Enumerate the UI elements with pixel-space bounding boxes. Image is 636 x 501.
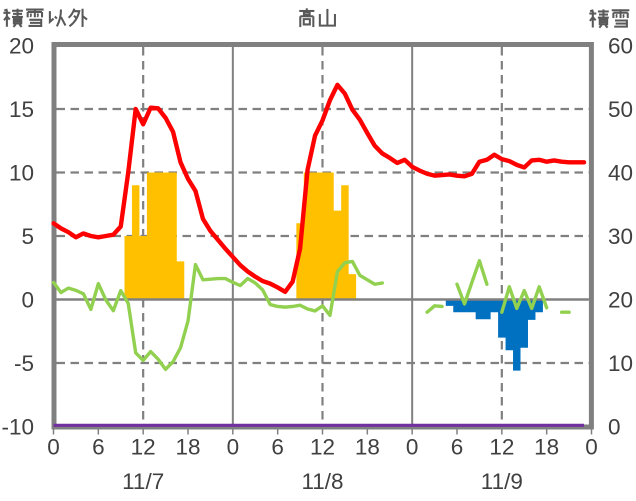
svg-text:12: 12 xyxy=(310,435,335,460)
svg-text:20: 20 xyxy=(608,288,633,313)
svg-text:-5: -5 xyxy=(14,351,34,376)
svg-text:-10: -10 xyxy=(1,415,34,440)
svg-text:60: 60 xyxy=(608,34,633,59)
svg-text:18: 18 xyxy=(534,435,559,460)
svg-text:0: 0 xyxy=(47,435,60,460)
svg-text:20: 20 xyxy=(9,34,34,59)
svg-text:10: 10 xyxy=(9,161,34,186)
svg-text:0: 0 xyxy=(21,288,34,313)
svg-text:0: 0 xyxy=(406,435,419,460)
svg-text:40: 40 xyxy=(608,161,633,186)
svg-text:18: 18 xyxy=(175,435,200,460)
svg-text:12: 12 xyxy=(489,435,514,460)
svg-text:18: 18 xyxy=(355,435,380,460)
svg-text:0: 0 xyxy=(608,415,621,440)
svg-text:6: 6 xyxy=(92,435,105,460)
svg-text:0: 0 xyxy=(227,435,240,460)
svg-text:6: 6 xyxy=(271,435,284,460)
svg-text:6: 6 xyxy=(451,435,464,460)
svg-text:5: 5 xyxy=(21,224,34,249)
svg-text:15: 15 xyxy=(9,97,34,122)
svg-text:12: 12 xyxy=(131,435,156,460)
svg-text:11/9: 11/9 xyxy=(481,469,523,494)
svg-text:0: 0 xyxy=(585,435,598,460)
svg-text:11/8: 11/8 xyxy=(301,469,343,494)
svg-text:11/7: 11/7 xyxy=(122,469,164,494)
svg-text:30: 30 xyxy=(608,224,633,249)
svg-text:50: 50 xyxy=(608,97,633,122)
svg-text:10: 10 xyxy=(608,351,633,376)
